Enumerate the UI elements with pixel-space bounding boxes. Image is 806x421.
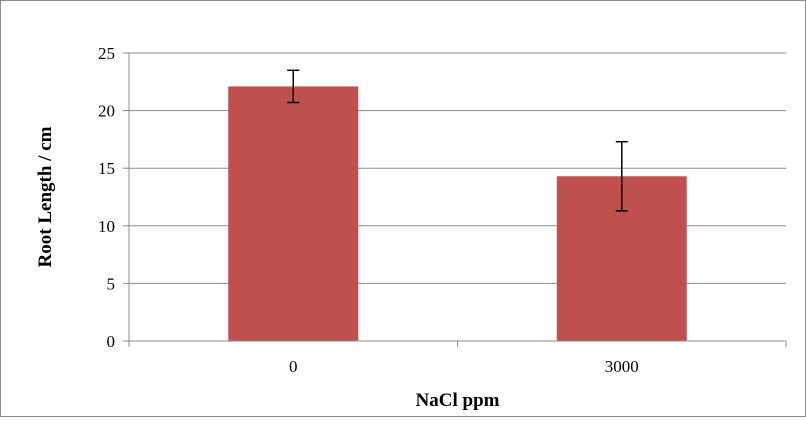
y-tick-label: 0: [107, 332, 116, 351]
x-tick-label-0: 0: [289, 357, 298, 376]
bar-0: [228, 86, 359, 342]
y-tick-label: 15: [98, 159, 115, 178]
y-axis-title: Root Length / cm: [35, 126, 56, 267]
bars: [228, 86, 687, 342]
y-tick-label: 20: [98, 102, 115, 121]
y-tick-label: 5: [107, 274, 116, 293]
error-bars: [287, 69, 628, 212]
tick-labels: 0 5 10 15 20 25 0 3000: [98, 44, 639, 376]
x-tick-label-3000: 3000: [605, 357, 639, 376]
y-tick-label: 25: [98, 44, 115, 63]
gridlines: [129, 52, 786, 284]
x-axis-title: NaCl ppm: [416, 390, 500, 411]
axes: [123, 52, 787, 347]
y-tick-label: 10: [98, 217, 115, 236]
